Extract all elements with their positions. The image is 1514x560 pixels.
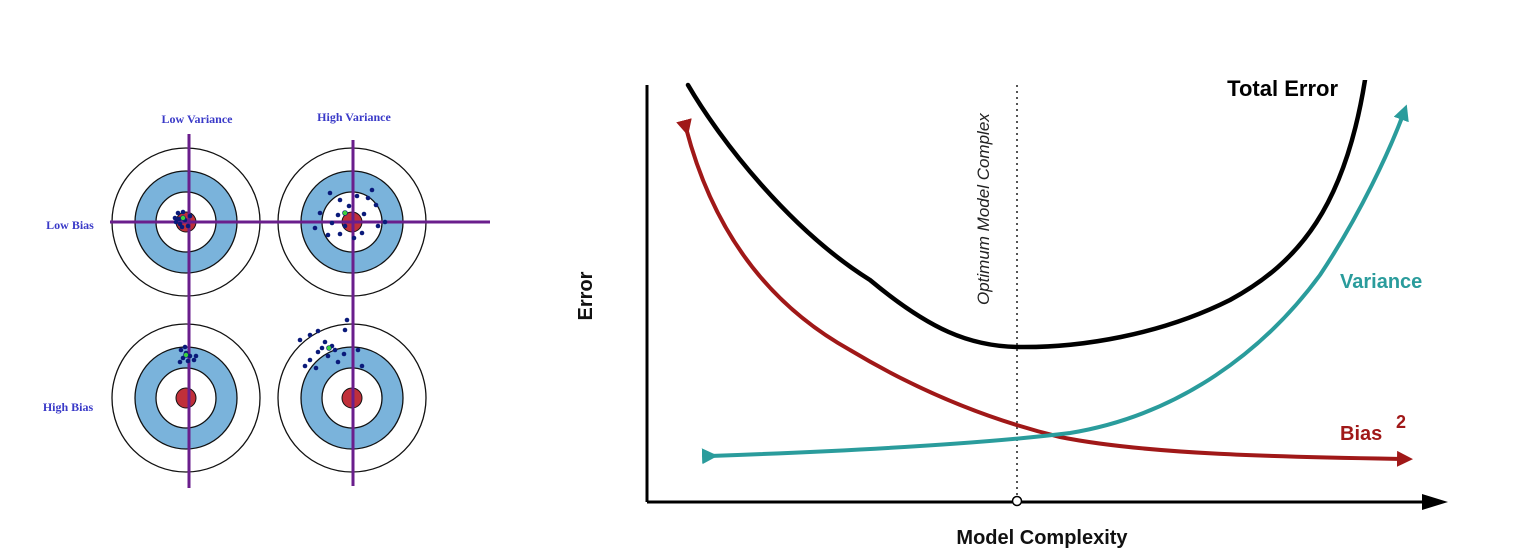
x-axis-label: Model Complexity — [956, 527, 1128, 549]
optimum-label: Optimum Model Complex — [974, 113, 993, 305]
variance-label: Variance — [1340, 271, 1422, 293]
tradeoff-panel: Error Model Complexity Optimum Model Com… — [575, 76, 1448, 549]
row-label-low-bias: Low Bias — [46, 218, 94, 232]
mean-markers — [180, 210, 348, 358]
row-label-high-bias: High Bias — [43, 400, 94, 414]
x-axis-arrowhead — [1422, 494, 1448, 510]
total-error-label: Total Error — [1227, 76, 1338, 101]
bias-label: Bias — [1340, 423, 1382, 445]
scatter-dots — [172, 187, 388, 371]
col-label-high-variance: High Variance — [317, 110, 391, 124]
y-axis-label: Error — [575, 271, 597, 320]
bias-curve — [676, 118, 1413, 467]
crosshairs — [110, 134, 490, 488]
bullseye — [175, 387, 197, 409]
top-crop-mask — [560, 0, 1514, 80]
variance-curve — [701, 104, 1409, 465]
targets-panel: Low Variance High Variance Low Bias High… — [43, 110, 490, 488]
target-high-bias-low-variance — [111, 323, 261, 473]
col-label-low-variance: Low Variance — [161, 112, 233, 126]
bias-superscript: 2 — [1396, 412, 1406, 432]
optimum-marker — [1011, 495, 1023, 507]
